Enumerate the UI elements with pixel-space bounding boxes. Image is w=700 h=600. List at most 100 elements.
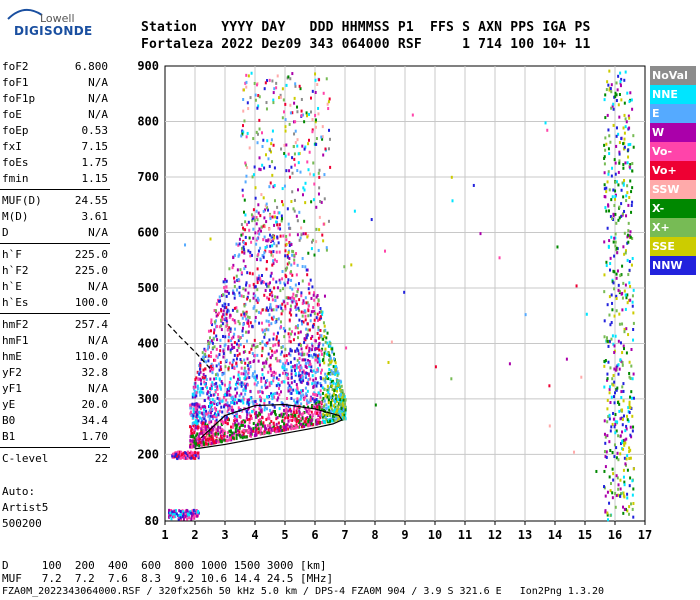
echo-point	[250, 427, 253, 431]
legend-item: W	[650, 123, 696, 142]
header-values: Fortaleza 2022 Dez09 343 064000 RSF 1 71…	[141, 37, 591, 52]
echo-point	[622, 183, 625, 187]
echo-point	[241, 423, 244, 427]
x-tick-label: 11	[458, 528, 472, 542]
echo-point	[267, 428, 270, 432]
echo-point	[295, 409, 298, 413]
echo-point	[310, 296, 313, 300]
echo-point	[301, 279, 304, 283]
echo-point	[223, 434, 226, 438]
echo-point	[295, 366, 298, 370]
echo-point	[268, 338, 271, 342]
param-name: D	[2, 226, 9, 239]
echo-point	[210, 407, 213, 411]
echo-point	[256, 267, 259, 271]
echo-point	[223, 305, 226, 309]
echo-point	[272, 233, 275, 237]
echo-point	[310, 310, 313, 314]
echo-point	[196, 451, 199, 455]
echo-point	[191, 439, 194, 443]
echo-point	[254, 93, 257, 97]
echo-point	[191, 395, 194, 399]
echo-point	[225, 358, 228, 362]
echo-point	[221, 322, 224, 326]
echo-point	[218, 299, 221, 303]
echo-point	[207, 411, 210, 415]
echo-point	[260, 396, 263, 400]
x-tick-label: 2	[191, 528, 198, 542]
echo-point	[295, 252, 298, 256]
echo-point	[187, 513, 190, 517]
echo-point	[267, 157, 270, 161]
echo-point	[282, 403, 285, 407]
echo-point	[298, 411, 301, 415]
echo-point	[237, 422, 240, 426]
echo-point	[242, 432, 245, 436]
echo-point	[336, 395, 339, 399]
echo-point	[258, 389, 261, 393]
echo-point	[208, 365, 211, 369]
echo-point	[230, 436, 233, 440]
param-value: N/A	[88, 382, 108, 395]
echo-point	[617, 170, 620, 174]
echo-point	[209, 237, 212, 241]
echo-point	[258, 118, 261, 122]
echo-point	[614, 391, 617, 395]
echo-point	[291, 365, 294, 369]
echo-point	[619, 341, 622, 345]
echo-point	[305, 327, 308, 331]
echo-point	[196, 387, 199, 391]
echo-point	[243, 435, 246, 439]
echo-point	[617, 434, 620, 438]
echo-point	[625, 194, 628, 198]
echo-point	[242, 88, 245, 92]
echo-point	[618, 161, 621, 165]
echo-point	[195, 426, 198, 430]
echo-point	[613, 425, 616, 429]
echo-point	[235, 415, 238, 419]
echo-point	[255, 423, 258, 427]
echo-point	[608, 88, 611, 92]
param-row: foF2 6.800	[2, 60, 108, 76]
echo-point	[293, 101, 296, 105]
echo-point	[221, 315, 224, 319]
echo-point	[301, 314, 304, 318]
echo-point	[326, 102, 329, 106]
echo-point	[231, 401, 234, 405]
echo-point	[288, 425, 291, 429]
echo-point	[301, 358, 304, 362]
echo-point	[613, 254, 616, 258]
echo-point	[624, 283, 627, 287]
echo-point	[297, 343, 300, 347]
echo-point	[620, 214, 623, 218]
echo-point	[626, 496, 629, 500]
echo-point	[289, 308, 292, 312]
echo-point	[618, 205, 621, 209]
echo-point	[339, 413, 342, 417]
echo-point	[304, 364, 307, 368]
echo-point	[206, 386, 209, 390]
echo-point	[273, 242, 276, 246]
echo-point	[322, 153, 325, 157]
echo-point	[624, 161, 627, 165]
echo-point	[313, 393, 316, 397]
echo-point	[273, 350, 276, 354]
echo-point	[629, 235, 632, 239]
echo-point	[233, 296, 236, 300]
echo-point	[191, 445, 194, 449]
param-value: 6.800	[74, 60, 108, 73]
echo-point	[310, 419, 313, 423]
echo-point	[312, 173, 315, 177]
echo-point	[239, 343, 242, 347]
echo-point	[301, 351, 304, 355]
echo-point	[246, 101, 249, 105]
echo-point	[250, 213, 253, 217]
echo-point	[259, 428, 262, 432]
echo-point	[214, 358, 217, 362]
echo-point	[270, 392, 273, 396]
echo-point	[270, 250, 273, 254]
echo-point	[188, 453, 191, 457]
echo-point	[307, 142, 310, 146]
echo-point	[319, 420, 322, 424]
echo-point	[213, 328, 216, 332]
